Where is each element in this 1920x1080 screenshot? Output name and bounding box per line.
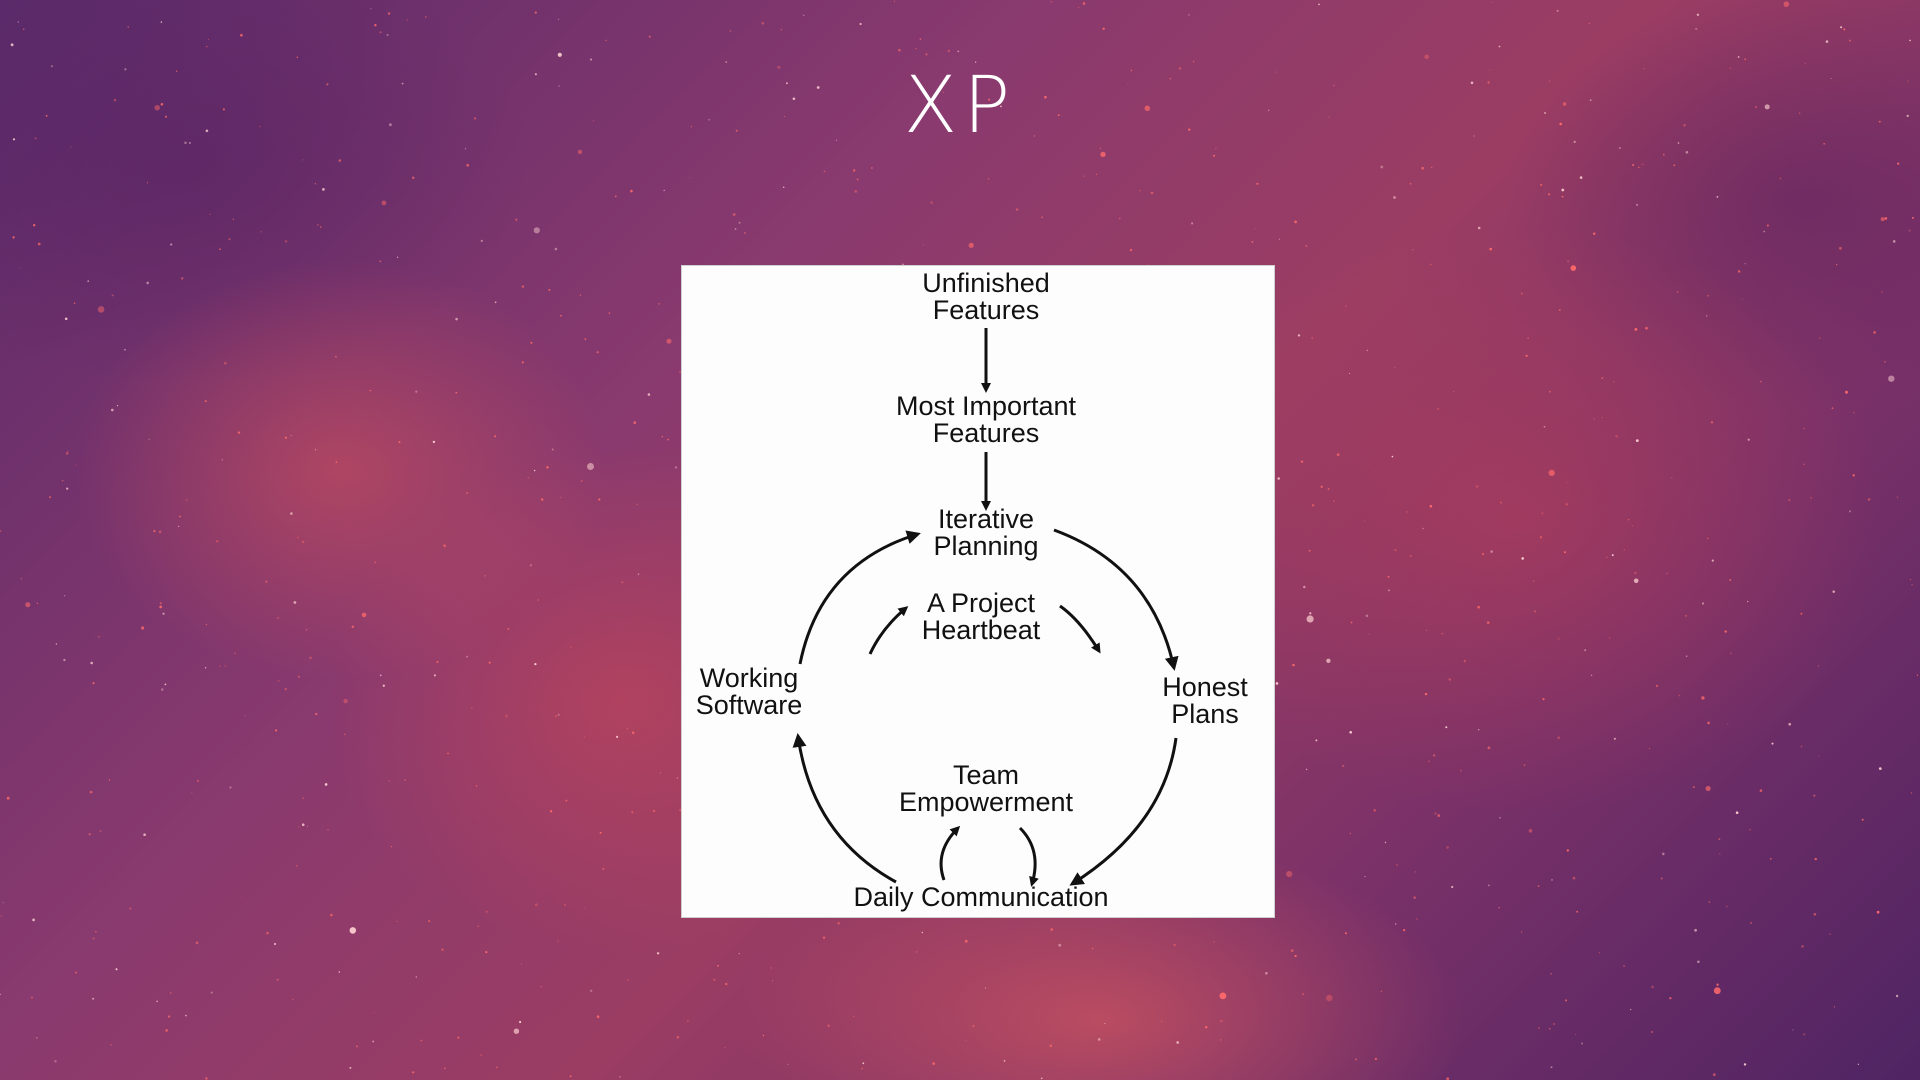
arrow-planning-to-honest-plans xyxy=(1053,528,1179,671)
arrow-daily-to-working-software xyxy=(792,733,897,884)
node-working-software: Working Software xyxy=(695,663,803,720)
node-iterative-planning: Iterative Planning xyxy=(933,504,1039,561)
arrow-heartbeat-right xyxy=(1059,604,1101,654)
arrow-team-down xyxy=(1018,826,1039,887)
diagram-arrows xyxy=(792,328,1179,887)
arrow-heartbeat-left xyxy=(868,606,909,655)
node-daily-communication: Daily Communication xyxy=(853,882,1109,912)
node-most-important-features: Most Important Features xyxy=(895,391,1077,448)
arrow-honest-plans-to-daily xyxy=(1069,737,1178,886)
node-honest-plans: Honest Plans xyxy=(1162,672,1248,729)
slide-title: XP xyxy=(903,61,1017,151)
xp-diagram: Unfinished Features Most Important Featu… xyxy=(681,265,1275,918)
node-project-heartbeat: A Project Heartbeat xyxy=(921,588,1041,645)
node-team-empowerment: Team Empowerment xyxy=(898,760,1074,817)
arrow-working-software-to-planning xyxy=(798,530,921,665)
arrow-team-up xyxy=(939,825,961,881)
node-unfinished-features: Unfinished Features xyxy=(922,268,1050,325)
